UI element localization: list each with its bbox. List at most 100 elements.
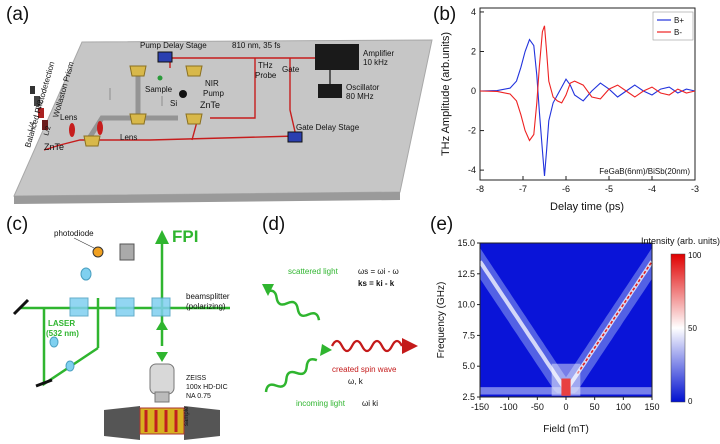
l2a-label: L/2: [35, 99, 44, 110]
heatmap-xtick-label: -150: [471, 402, 489, 412]
heatmap-center-peak: [561, 378, 571, 396]
lens-mid-label: Lens: [120, 133, 137, 142]
thz-amplitude-chart: -8 -7 -6 -5 -4 -3 4 2 0 -2 -4 Delay time (ps) THz …: [440, 7, 699, 213]
thz-setup-diagram: Amplifier 10 kHz Oscillator 80 MHz: [13, 39, 433, 204]
pump-label: Pump: [203, 89, 224, 98]
photodiode: [92, 246, 104, 258]
chart-b-xtick-label: -5: [605, 184, 613, 194]
heatmap-xtick-label: 0: [563, 402, 568, 412]
nir-label: NIR: [205, 79, 219, 88]
si-label: Si: [170, 99, 177, 108]
chart-b-ytick-label: -4: [468, 165, 476, 175]
bls-setup-diagram: FPI photodiode beamsplitter (polarizing)…: [12, 227, 230, 440]
chart-b-xtick-label: -7: [519, 184, 527, 194]
objective-lens: [149, 363, 175, 395]
energy-conservation: ωs = ωi - ω: [358, 267, 399, 276]
probe-label: Probe: [255, 71, 277, 80]
panel-label-d: (d): [262, 214, 286, 235]
heatmap-ytick-label: 5.0: [462, 361, 475, 371]
thz-label: THz: [258, 61, 273, 70]
scattered-light-wave: [265, 289, 321, 321]
panel-label-c: (c): [6, 214, 29, 235]
heatmap-xtick-label: -50: [531, 402, 544, 412]
heatmap-xtick-label: 50: [590, 402, 600, 412]
photodiode-label: photodiode: [54, 229, 94, 238]
objective-model: 100x HD-DIC: [186, 384, 228, 391]
chart-b-ytick-label: 2: [471, 46, 476, 56]
colorbar-title: Intensity (arb. units): [641, 236, 720, 246]
si-wafer: [179, 90, 187, 98]
incoming-vars: ωi ki: [362, 399, 378, 408]
fpi-arrow: [155, 230, 169, 244]
momentum-conservation: ks = ki - k: [358, 279, 395, 288]
panel-label-b: (b): [433, 4, 457, 25]
chart-b-annotation: FeGaB(6nm)/BiSb(20nm): [599, 167, 690, 176]
gate-delay-label: Gate Delay Stage: [296, 123, 360, 132]
l4-label: L/4: [27, 121, 36, 132]
heatmap-xtick-label: 100: [616, 402, 631, 412]
chart-b-xtick-label: -4: [648, 184, 656, 194]
chart-b-series-b-minus: [479, 25, 696, 142]
chart-b-ytick-label: 4: [471, 7, 476, 17]
created-spin-wave-label: created spin wave: [332, 365, 397, 374]
incoming-light-label: incoming light: [296, 399, 346, 408]
beamsplitter-sub: (polarizing): [186, 302, 226, 311]
laser-label: LASER: [48, 319, 75, 328]
spin-wave-vars: ω, k: [348, 377, 364, 386]
chart-b-legend: B+ B-: [652, 11, 694, 41]
oscillator-box: [318, 84, 342, 98]
heatmap-ytick-label: 7.5: [462, 330, 475, 340]
colorbar-tick-100: 100: [688, 251, 702, 260]
amplifier-rate: 10 kHz: [363, 58, 388, 67]
lens-left-label: Lens: [60, 113, 77, 122]
objective-na: NA 0.75: [186, 393, 211, 400]
fpi-label: FPI: [172, 227, 198, 246]
chart-b-ylabel: THz Amplitude (arb.units): [440, 32, 452, 156]
heatmap-mode-peak: [576, 261, 653, 375]
chart-b-frame: [479, 7, 696, 181]
panel-label-e: (e): [430, 214, 454, 235]
sample-label-c: sample: [184, 406, 190, 426]
spin-wave: [330, 339, 404, 353]
znte-right-label: ZnTe: [200, 100, 220, 110]
heatmap-xtick-label: -100: [500, 402, 518, 412]
heatmap-ylabel: Frequency (GHz): [436, 282, 447, 359]
chart-b-xtick-label: -6: [562, 184, 570, 194]
legend-b-plus: B+: [674, 16, 684, 25]
chart-b-ytick-label: -2: [468, 126, 476, 136]
heatmap-ytick-label: 2.5: [462, 392, 475, 402]
laser-spec-label: 810 nm, 35 fs: [232, 41, 280, 50]
oscillator-label: Oscillator: [346, 83, 380, 92]
incoming-light-wave: [264, 358, 318, 393]
heatmap-mode-band: [480, 247, 652, 394]
scattering-scheme: scattered light ωs = ωi - ω ks = ki - k …: [262, 267, 418, 408]
amplifier-label: Amplifier: [363, 49, 394, 58]
heatmap-frame: [479, 242, 653, 398]
colorbar: [670, 253, 686, 403]
chart-b-xtick-label: -3: [691, 184, 699, 194]
objective-brand: ZEISS: [186, 375, 207, 382]
pump-delay-stage: [157, 51, 173, 63]
legend-b-minus: B-: [674, 28, 682, 37]
chart-b-xlabel: Delay time (ps): [550, 201, 624, 213]
heatmap-ytick-label: 10.0: [457, 300, 475, 310]
heatmap-ytick-label: 15.0: [457, 238, 475, 248]
amplifier-box: [315, 44, 359, 70]
oscillator-rate: 80 MHz: [346, 92, 374, 101]
heatmap-ytick-label: 12.5: [457, 269, 475, 279]
chart-b-ytick-label: 0: [471, 86, 476, 96]
pump-delay-label: Pump Delay Stage: [140, 41, 207, 50]
heatmap-xlabel: Field (mT): [543, 424, 589, 435]
beamsplitter-label: beamsplitter: [186, 292, 230, 301]
scattered-light-label: scattered light: [288, 267, 339, 276]
heatmap-xtick-label: 150: [644, 402, 659, 412]
bls-heatmap: -150 -100 -50 0 50 100 150 15.0 12.5 10.0 7.5 5.0 2.…: [436, 236, 720, 435]
colorbar-tick-50: 50: [688, 324, 697, 333]
gate-label: Gate: [282, 65, 300, 74]
panel-label-a: (a): [6, 4, 30, 25]
chart-b-xtick-label: -8: [476, 184, 484, 194]
l2b-label: L/2: [43, 125, 52, 136]
colorbar-tick-0: 0: [688, 397, 693, 406]
gate-delay-stage: [287, 131, 303, 143]
chart-b-series-b-plus: [479, 38, 696, 177]
